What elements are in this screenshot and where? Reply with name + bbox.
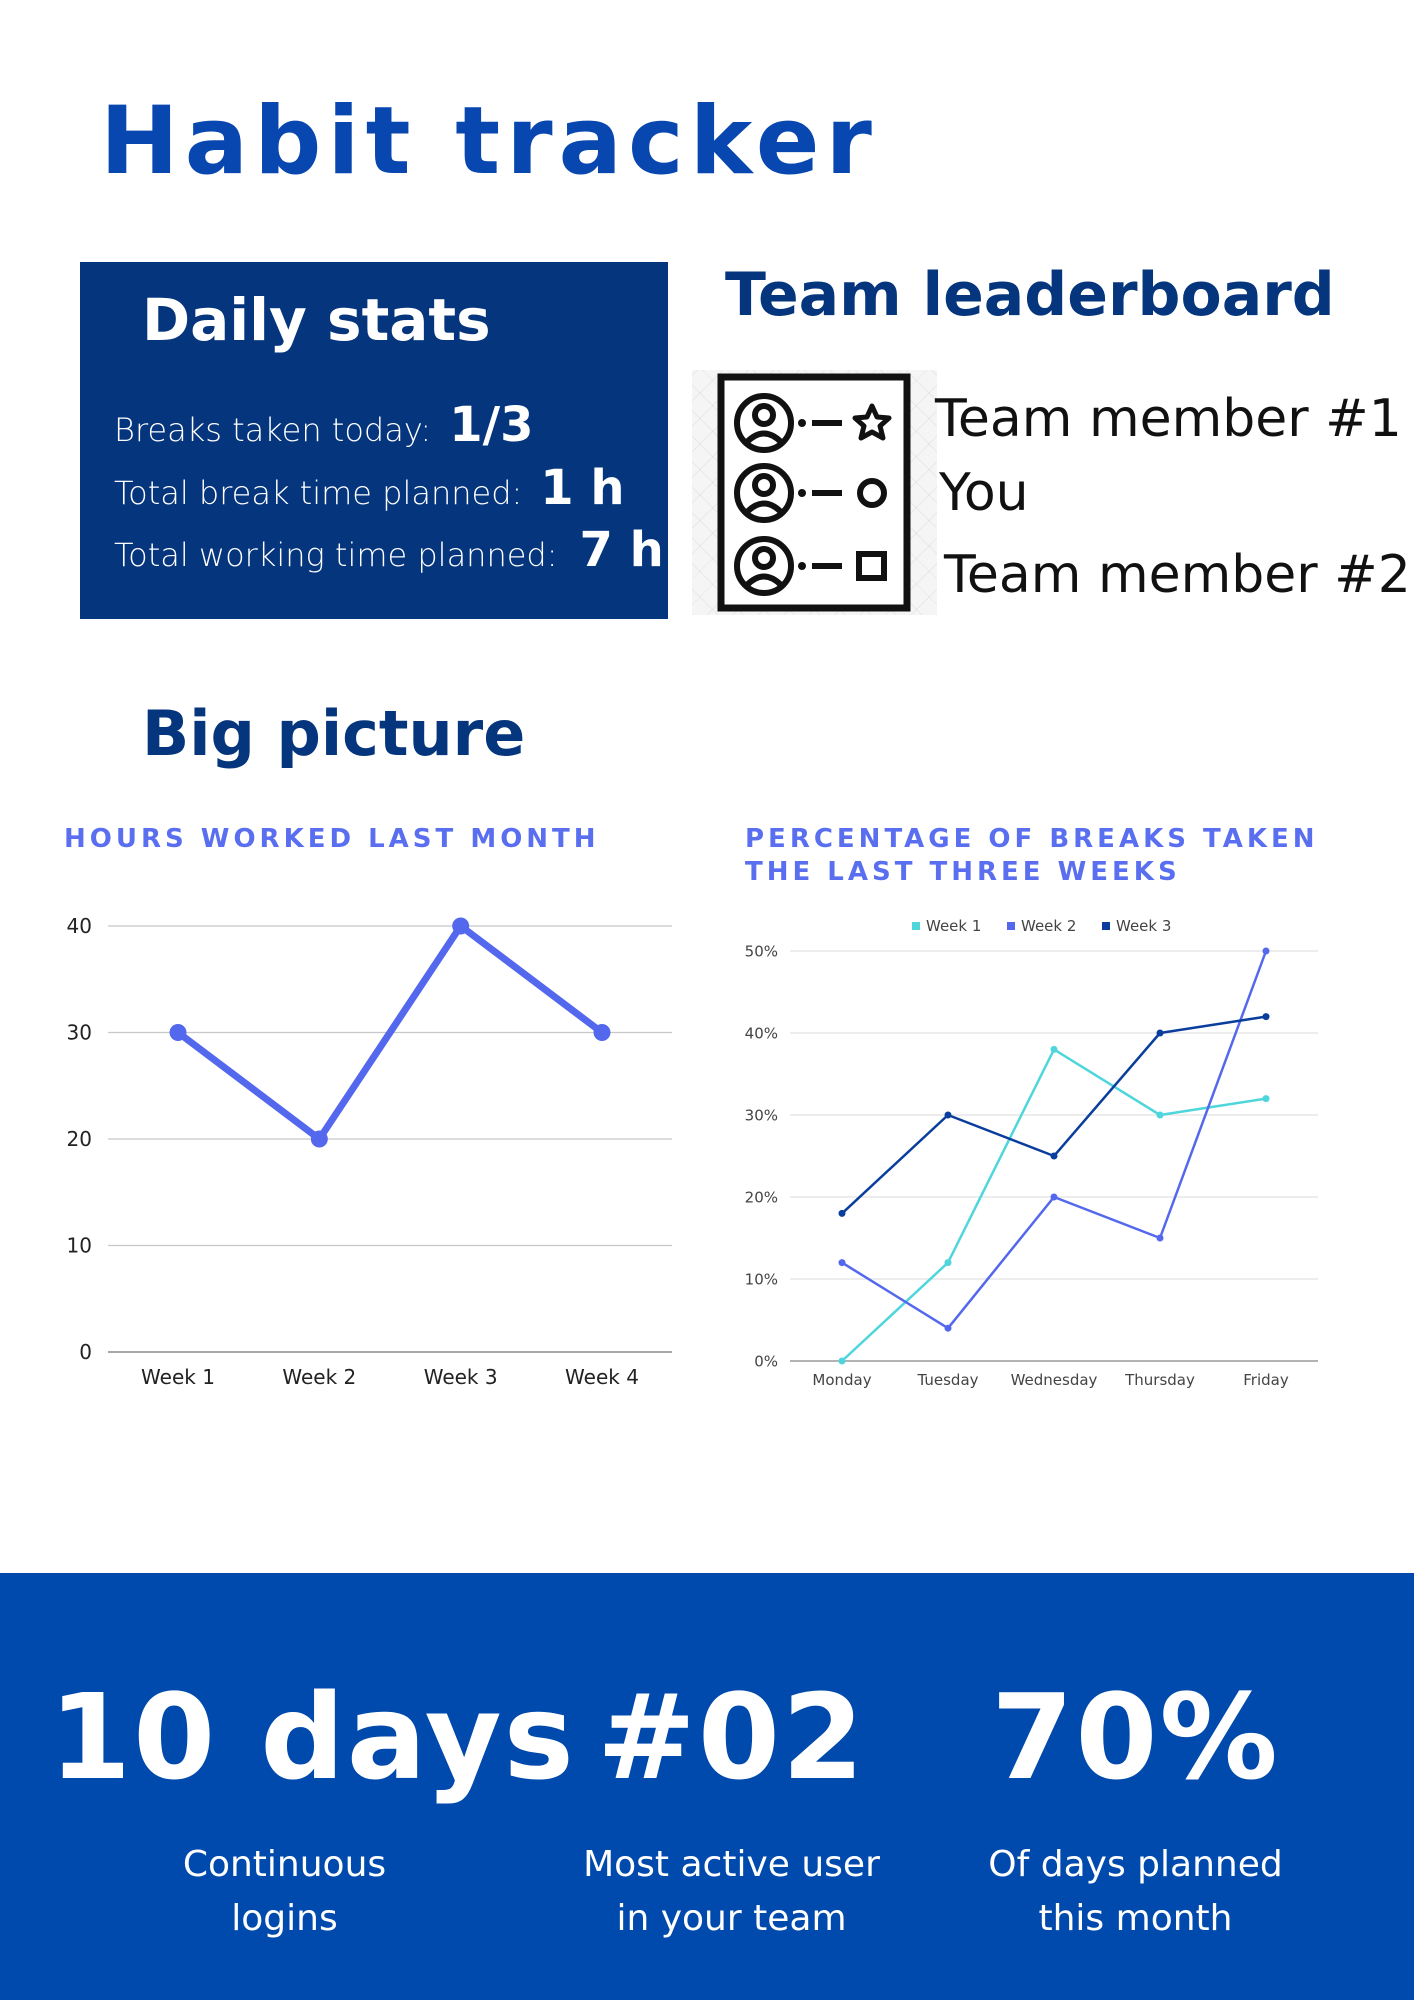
kpi-team-rank: #02 Most active user in your team	[496, 1573, 967, 1946]
kpi-days-planned: 70% Of days planned this month	[900, 1573, 1371, 1946]
kpi-value: #02	[596, 1668, 867, 1806]
leaderboard-member-1: Team member #1	[935, 389, 1402, 449]
data-point	[838, 1209, 846, 1217]
footer-banner: 10 days Continuous logins #02 Most activ…	[0, 1573, 1414, 2000]
data-point	[944, 1111, 952, 1119]
stat-value: 7 h	[579, 522, 664, 578]
legend-swatch	[1102, 922, 1110, 930]
x-tick-label: Friday	[1243, 1371, 1289, 1389]
daily-stats-panel: Daily stats Breaks taken today: 1/3 Tota…	[80, 262, 668, 619]
y-tick-label: 50%	[745, 942, 778, 960]
x-tick-label: Week 3	[424, 1365, 498, 1389]
page-title: Habit tracker	[100, 87, 878, 196]
leaderboard-list-icon	[692, 370, 937, 615]
stat-label: Total working time planned:	[114, 536, 558, 574]
data-point	[944, 1259, 952, 1267]
kpi-desc-line: Of days planned	[988, 1844, 1283, 1885]
kpi-description: Continuous logins	[49, 1838, 520, 1946]
legend-swatch	[1007, 922, 1015, 930]
data-point	[838, 1357, 846, 1365]
y-tick-label: 20	[67, 1127, 92, 1151]
data-point	[1156, 1111, 1164, 1119]
stat-label: Breaks taken today:	[114, 411, 432, 449]
legend-swatch	[912, 922, 920, 930]
kpi-value: 10 days	[49, 1668, 576, 1806]
stat-value: 1 h	[540, 460, 625, 516]
x-tick-label: Wednesday	[1011, 1371, 1098, 1389]
y-tick-label: 10%	[745, 1270, 778, 1288]
x-tick-label: Monday	[812, 1371, 871, 1389]
y-tick-label: 30	[67, 1021, 92, 1045]
kpi-description: Most active user in your team	[496, 1838, 967, 1946]
y-tick-label: 40%	[745, 1024, 778, 1042]
chart-breaks-title: PERCENTAGE OF BREAKS TAKEN THE LAST THRE…	[745, 824, 1319, 887]
chart-hours-title: HOURS WORKED LAST MONTH	[64, 824, 600, 854]
data-point	[1262, 947, 1270, 955]
daily-stats-heading: Daily stats	[142, 286, 491, 354]
series-line	[840, 949, 1268, 1330]
x-tick-label: Thursday	[1124, 1371, 1195, 1389]
y-tick-label: 0%	[754, 1352, 778, 1370]
data-point	[452, 917, 470, 935]
leaderboard-member-you: You	[939, 463, 1029, 523]
data-point	[1262, 1013, 1270, 1021]
data-point	[838, 1259, 846, 1267]
x-tick-label: Week 4	[565, 1365, 639, 1389]
data-point	[310, 1130, 328, 1148]
data-point	[944, 1324, 952, 1332]
x-tick-label: Week 2	[282, 1365, 356, 1389]
data-point	[1050, 1152, 1058, 1160]
y-tick-label: 10	[67, 1234, 92, 1258]
data-point	[1050, 1045, 1058, 1053]
kpi-desc-line: this month	[1038, 1898, 1233, 1939]
y-tick-label: 0	[79, 1340, 92, 1364]
leaderboard-member-2: Team member #2	[944, 545, 1411, 605]
kpi-value: 70%	[991, 1668, 1280, 1806]
y-tick-label: 40	[67, 914, 92, 938]
kpi-description: Of days planned this month	[900, 1838, 1371, 1946]
hours-line-chart: 0 10 20 30 40 Week 1 Week 2 Week 3 Week 4	[67, 914, 672, 1389]
x-tick-label: Tuesday	[916, 1371, 978, 1389]
data-point	[1262, 1095, 1270, 1103]
legend-label: Week 2	[1021, 917, 1076, 935]
kpi-desc-line: in your team	[616, 1898, 847, 1939]
stat-value: 1/3	[449, 397, 534, 453]
stat-row-breaks-taken: Breaks taken today: 1/3	[114, 397, 534, 453]
kpi-desc-line: logins	[231, 1898, 338, 1939]
y-tick-label: 20%	[745, 1188, 778, 1206]
series-line	[174, 922, 606, 1143]
data-point	[169, 1024, 187, 1041]
leaderboard-heading: Team leaderboard	[725, 260, 1335, 330]
stat-row-break-time: Total break time planned: 1 h	[114, 460, 625, 516]
legend-label: Week 3	[1116, 917, 1171, 935]
data-point	[1156, 1234, 1164, 1242]
data-point	[1156, 1029, 1164, 1037]
kpi-desc-line: Most active user	[583, 1844, 880, 1885]
kpi-continuous-logins: 10 days Continuous logins	[49, 1573, 576, 1946]
breaks-line-chart: 0% 10% 20% 30% 40% 50% Monday Tuesday Wednesday T…	[745, 917, 1318, 1389]
legend-label: Week 1	[926, 917, 981, 935]
stat-label: Total break time planned:	[114, 474, 523, 512]
data-point	[593, 1024, 611, 1041]
y-tick-label: 30%	[745, 1106, 778, 1124]
stat-row-working-time: Total working time planned: 7 h	[114, 522, 664, 578]
big-picture-heading: Big picture	[142, 697, 526, 770]
kpi-desc-line: Continuous	[182, 1844, 387, 1885]
x-tick-label: Week 1	[141, 1365, 215, 1389]
data-point	[1050, 1193, 1058, 1201]
series-line	[840, 1048, 1268, 1363]
